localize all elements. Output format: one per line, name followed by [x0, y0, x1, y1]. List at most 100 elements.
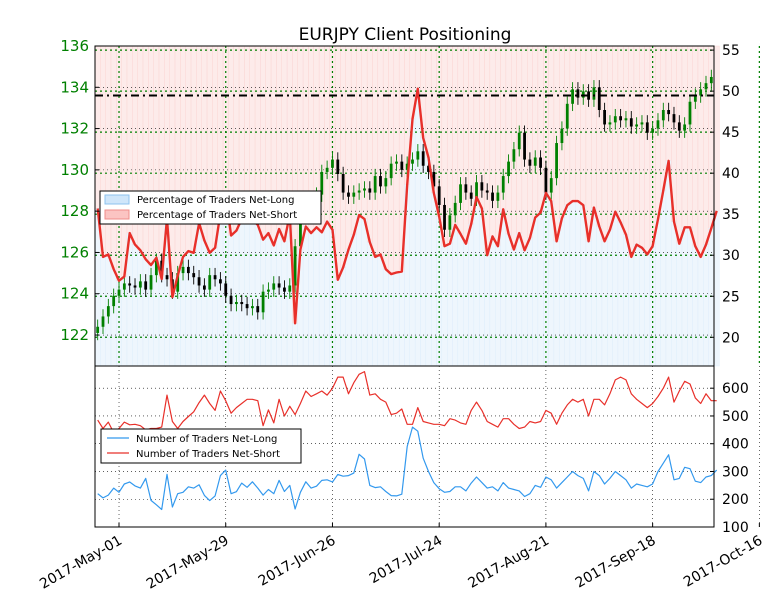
long-band — [265, 232, 272, 367]
short-band — [495, 45, 501, 247]
candle-body — [405, 163, 409, 170]
candle-body — [117, 289, 121, 296]
candle-body — [507, 161, 510, 177]
long-band — [697, 256, 704, 367]
candle-body — [293, 246, 297, 286]
long-band — [196, 223, 202, 367]
percent-tick-label: 55 — [722, 43, 740, 59]
long-band — [639, 247, 645, 367]
short-band — [366, 45, 373, 243]
short-band — [505, 45, 512, 235]
candle-body — [624, 118, 628, 121]
candle-body — [565, 103, 569, 129]
short-band — [628, 45, 635, 258]
net-short-legend-swatch — [104, 209, 130, 220]
candle-body — [272, 283, 276, 290]
long-band — [623, 234, 629, 367]
candle-body — [512, 149, 516, 162]
long-band — [473, 196, 480, 367]
short-band — [569, 45, 576, 202]
long-band — [553, 241, 560, 367]
candle-body — [341, 174, 345, 193]
short-band — [372, 45, 379, 258]
long-band — [276, 228, 282, 367]
percent-tick-label: 25 — [722, 289, 740, 305]
count-tick-label: 400 — [722, 437, 749, 453]
candle-body — [459, 184, 462, 203]
candle-body — [133, 285, 137, 288]
candle-body — [608, 122, 612, 125]
long-band — [516, 232, 523, 367]
count-tick-label: 100 — [722, 520, 749, 536]
candle-body — [619, 116, 623, 121]
candle-body — [277, 283, 281, 288]
candle-body — [496, 192, 500, 201]
legend-pct-net-short: Percentage of Traders Net-Short — [137, 210, 297, 221]
candle-body — [699, 89, 703, 96]
count-tick-label: 300 — [722, 464, 749, 480]
long-band — [564, 204, 571, 367]
percentage-net-short-line — [96, 87, 718, 325]
long-band — [249, 219, 256, 367]
price-tick-label: 126 — [60, 243, 89, 261]
short-band — [692, 45, 699, 247]
legend-pct-net-long: Percentage of Traders Net-Long — [137, 195, 295, 206]
candle-body — [416, 151, 420, 160]
short-band — [174, 45, 181, 276]
count-tick-label: 600 — [722, 381, 749, 397]
short-band — [377, 45, 384, 255]
price-tick-label: 132 — [60, 120, 89, 138]
long-band — [393, 272, 400, 367]
long-band — [372, 256, 379, 367]
short-band — [94, 45, 101, 209]
long-band — [500, 209, 507, 367]
bottom-legend-box — [100, 428, 302, 464]
long-band — [425, 157, 432, 367]
percent-tick-label: 30 — [722, 248, 740, 264]
long-band — [169, 296, 176, 367]
candle-body — [347, 192, 350, 197]
long-band — [377, 254, 384, 367]
candle-body — [709, 76, 713, 84]
price-tick-label: 122 — [60, 326, 89, 344]
short-band — [591, 45, 597, 208]
candle-body — [411, 159, 414, 164]
candle-body — [677, 122, 681, 131]
short-band — [687, 45, 693, 228]
long-band — [559, 218, 565, 367]
candle-body — [704, 83, 708, 90]
price-tick-label: 134 — [60, 78, 89, 96]
percent-tick-label: 40 — [722, 166, 740, 182]
long-band — [601, 241, 608, 367]
net-long-count-line — [97, 426, 718, 511]
long-band — [607, 229, 613, 367]
long-band — [484, 255, 491, 367]
price-tick-label: 128 — [60, 202, 89, 220]
candle-body — [112, 295, 116, 307]
candle-body — [267, 289, 270, 292]
candle-body — [149, 275, 153, 290]
candle-body — [373, 176, 377, 193]
candle-body — [138, 281, 142, 288]
candle-body — [96, 326, 100, 333]
candle-body — [106, 306, 110, 317]
long-band — [132, 244, 138, 367]
candle-body — [368, 188, 372, 193]
short-band — [527, 45, 533, 239]
candle-body — [544, 167, 548, 193]
candle-body — [229, 295, 233, 305]
short-band — [537, 45, 544, 213]
date-tick-label: 2017-Sep-18 — [573, 533, 659, 592]
candle-body — [299, 217, 302, 247]
candle-body — [661, 110, 665, 121]
long-band — [511, 249, 517, 367]
net-long-legend-swatch — [104, 194, 130, 205]
short-band — [414, 45, 421, 89]
candle-body — [480, 182, 484, 191]
date-tick-label: 2017-Oct-16 — [681, 533, 765, 591]
candle-body — [219, 279, 222, 284]
short-band — [110, 45, 117, 270]
long-band — [703, 244, 709, 367]
short-band — [142, 45, 149, 260]
price-tick-label: 136 — [60, 37, 89, 55]
